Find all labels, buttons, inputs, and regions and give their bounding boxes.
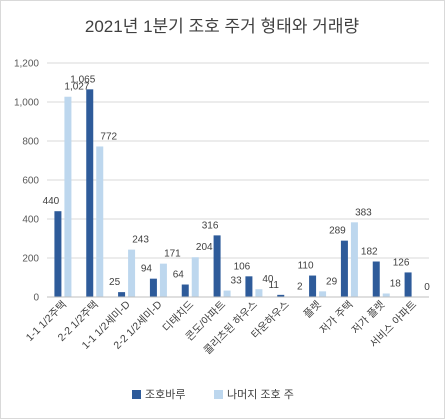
legend-swatch xyxy=(132,390,141,399)
bar-series-1 xyxy=(86,89,94,297)
data-label: 772 xyxy=(100,131,117,142)
data-label: 204 xyxy=(196,242,213,253)
data-label: 110 xyxy=(298,261,314,272)
bar-series-2 xyxy=(382,293,390,297)
data-label: 64 xyxy=(173,270,185,281)
data-label: 106 xyxy=(234,261,251,272)
x-tick-label: 저가 주택 xyxy=(318,299,356,337)
y-tick-label: 800 xyxy=(22,137,39,148)
x-tick-label: 플렛 xyxy=(302,298,324,320)
data-label: 440 xyxy=(43,196,60,207)
bar-series-2 xyxy=(255,289,263,297)
data-label: 126 xyxy=(393,257,410,268)
y-tick-label: 200 xyxy=(22,254,39,265)
legend-label: 조호바루 xyxy=(145,388,185,401)
y-tick-label: 0 xyxy=(33,293,39,304)
bar-series-2 xyxy=(223,290,231,297)
data-label: 11 xyxy=(269,280,280,291)
y-tick-label: 400 xyxy=(22,215,39,226)
bar-series-1 xyxy=(118,292,126,297)
bar-series-1 xyxy=(245,276,253,297)
y-axis: 0 200 400 600 800 1,000 1,200 xyxy=(14,59,39,304)
bar-series-1 xyxy=(340,240,348,297)
data-label: 0 xyxy=(424,282,430,293)
bars xyxy=(54,89,412,297)
data-label: 383 xyxy=(355,207,372,218)
data-label: 33 xyxy=(231,276,243,287)
legend-swatch xyxy=(214,390,223,399)
y-tick-label: 1,200 xyxy=(14,59,39,70)
gridlines xyxy=(47,62,429,298)
data-label: 1,065 xyxy=(70,74,95,85)
bar-series-2 xyxy=(191,257,199,297)
y-tick-label: 1,000 xyxy=(14,98,39,109)
chart-title: 2021년 1분기 조호 주거 형태와 거래량 xyxy=(85,17,360,36)
bar-series-2 xyxy=(96,146,104,297)
data-label: 1,027 xyxy=(64,82,89,93)
data-label: 94 xyxy=(141,264,153,275)
bar-series-1 xyxy=(372,261,380,297)
bar-series-1 xyxy=(149,278,157,297)
data-label: 25 xyxy=(109,277,121,288)
legend: 조호바루 나머지 조호 주 xyxy=(132,388,294,401)
bar-series-1 xyxy=(404,272,412,297)
data-label: 316 xyxy=(202,220,219,231)
bar-series-1 xyxy=(181,284,189,297)
data-labels: 4401,065259464316106111102891821261,0277… xyxy=(43,74,431,293)
bar-series-2 xyxy=(350,222,358,297)
bar-series-1 xyxy=(213,235,221,297)
bar-series-1 xyxy=(277,294,285,297)
data-label: 289 xyxy=(329,226,346,237)
data-label: 18 xyxy=(390,278,402,289)
legend-label: 나머지 조호 주 xyxy=(227,388,294,401)
data-label: 182 xyxy=(361,247,378,258)
bar-series-2 xyxy=(319,291,327,297)
data-label: 243 xyxy=(132,235,149,246)
data-label: 40 xyxy=(262,274,274,285)
data-label: 2 xyxy=(297,282,303,293)
x-tick-label: 콜리츠된 하우스 xyxy=(201,298,260,357)
data-label: 29 xyxy=(326,276,338,287)
bar-series-2 xyxy=(159,263,167,297)
bar-series-1 xyxy=(309,275,317,297)
bar-series-2 xyxy=(64,96,72,297)
bar-series-2 xyxy=(128,249,136,297)
data-label: 171 xyxy=(164,249,181,260)
bar-series-1 xyxy=(54,211,62,297)
y-tick-label: 600 xyxy=(22,176,39,187)
